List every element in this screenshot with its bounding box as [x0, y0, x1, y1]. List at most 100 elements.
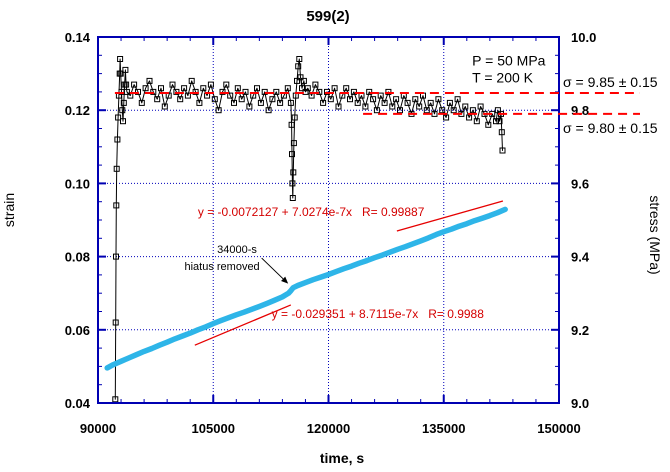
stress-marker	[443, 114, 450, 121]
stress-marker	[122, 66, 129, 73]
stress-marker	[289, 180, 296, 187]
stress-marker	[377, 92, 384, 99]
stress-marker	[273, 88, 280, 95]
stress-marker	[295, 63, 302, 70]
stress-marker	[331, 85, 338, 92]
stress-marker	[192, 88, 199, 95]
stress-marker	[211, 96, 218, 103]
y-left-tick-label: 0.06	[65, 323, 90, 338]
stress-marker	[219, 88, 226, 95]
stress-marker	[200, 85, 207, 92]
stress-marker	[289, 195, 296, 201]
x-axis-label: time, s	[320, 450, 365, 466]
stress-marker	[238, 96, 245, 103]
sigma-label-2: σ = 9.80 ± 0.15	[563, 120, 658, 136]
stress-marker	[290, 169, 297, 176]
stress-marker	[150, 88, 157, 95]
y-left-tick-label: 0.10	[65, 176, 90, 191]
stress-marker	[287, 99, 294, 106]
x-tick-label: 150000	[537, 421, 580, 436]
stress-marker	[173, 88, 180, 95]
stress-marker	[366, 88, 373, 95]
stress-marker	[473, 118, 480, 125]
y-left-tick-label: 0.14	[65, 30, 91, 45]
x-tick-label: 105000	[192, 421, 235, 436]
stress-marker	[343, 85, 350, 92]
stress-marker	[234, 85, 241, 92]
stress-marker	[350, 88, 357, 95]
stress-marker	[120, 118, 126, 125]
y-left-tick-label: 0.12	[65, 103, 90, 118]
stress-marker	[299, 85, 305, 92]
chart-title: 599(2)	[306, 8, 349, 25]
stress-marker	[397, 107, 403, 114]
stress-marker	[291, 114, 298, 121]
stress-marker	[373, 107, 380, 114]
y-right-tick-label: 9.4	[571, 250, 590, 265]
stress-marker	[135, 88, 141, 95]
stress-marker	[154, 96, 161, 103]
stress-marker	[231, 99, 237, 106]
stress-marker	[412, 96, 419, 103]
stress-marker	[269, 96, 276, 103]
stress-marker	[404, 99, 411, 106]
stress-marker	[290, 140, 297, 147]
stress-marker	[223, 81, 230, 88]
stress-marker	[362, 103, 369, 110]
stress-marker	[142, 85, 149, 92]
y-right-tick-label: 9.6	[571, 176, 589, 191]
stress-marker	[370, 96, 377, 103]
stress-marker	[123, 81, 130, 88]
fit-line-2	[194, 304, 292, 346]
stress-marker	[304, 85, 311, 92]
stress-marker	[435, 96, 442, 103]
sigma-label-1: σ = 9.85 ± 0.15	[563, 74, 658, 90]
stress-marker	[493, 118, 499, 125]
y-left-axis-label: strain	[1, 193, 17, 227]
stress-marker	[297, 74, 304, 81]
stress-marker	[113, 253, 119, 260]
hiatus-text-2: hiatus removed	[184, 261, 259, 273]
stress-marker	[454, 96, 461, 103]
stress-marker	[277, 99, 284, 106]
stress-marker	[117, 56, 124, 62]
stress-marker	[466, 114, 473, 121]
y-left-tick-label: 0.08	[65, 250, 90, 265]
strain-series-line	[104, 206, 508, 371]
stress-marker	[320, 99, 327, 106]
stress-marker	[327, 96, 334, 103]
fit-line-1	[396, 200, 504, 232]
stress-marker	[381, 99, 388, 106]
stress-marker	[177, 96, 184, 103]
stress-marker	[498, 129, 505, 136]
stress-marker	[242, 88, 249, 95]
stress-marker	[494, 107, 501, 114]
stress-marker	[499, 147, 506, 154]
hiatus-arrow-line	[261, 257, 284, 280]
x-tick-label: 135000	[422, 421, 465, 436]
stress-marker	[485, 121, 492, 128]
fit-equation-1: y = -0.0072127 + 7.0274e-7x R= 0.99887	[198, 205, 425, 219]
stress-marker	[324, 88, 330, 95]
stress-marker	[261, 88, 268, 95]
stress-marker	[169, 81, 176, 88]
hiatus-arrowhead	[281, 276, 289, 284]
stress-marker	[300, 77, 307, 84]
plot-frame	[97, 36, 560, 404]
stress-series-markers	[112, 56, 506, 403]
stress-marker	[312, 81, 319, 88]
stress-marker	[427, 99, 434, 106]
stress-marker	[257, 99, 264, 106]
stress-marker	[146, 77, 153, 84]
stress-series-line	[114, 58, 503, 400]
stress-marker	[215, 107, 222, 114]
stress-marker	[112, 319, 119, 326]
stress-marker	[446, 99, 453, 106]
stress-marker	[113, 165, 120, 172]
conditions-text-1: P = 50 MPa	[472, 53, 546, 69]
stress-marker	[469, 107, 476, 114]
y-right-tick-label: 10.0	[571, 30, 596, 45]
stress-marker	[123, 88, 130, 95]
